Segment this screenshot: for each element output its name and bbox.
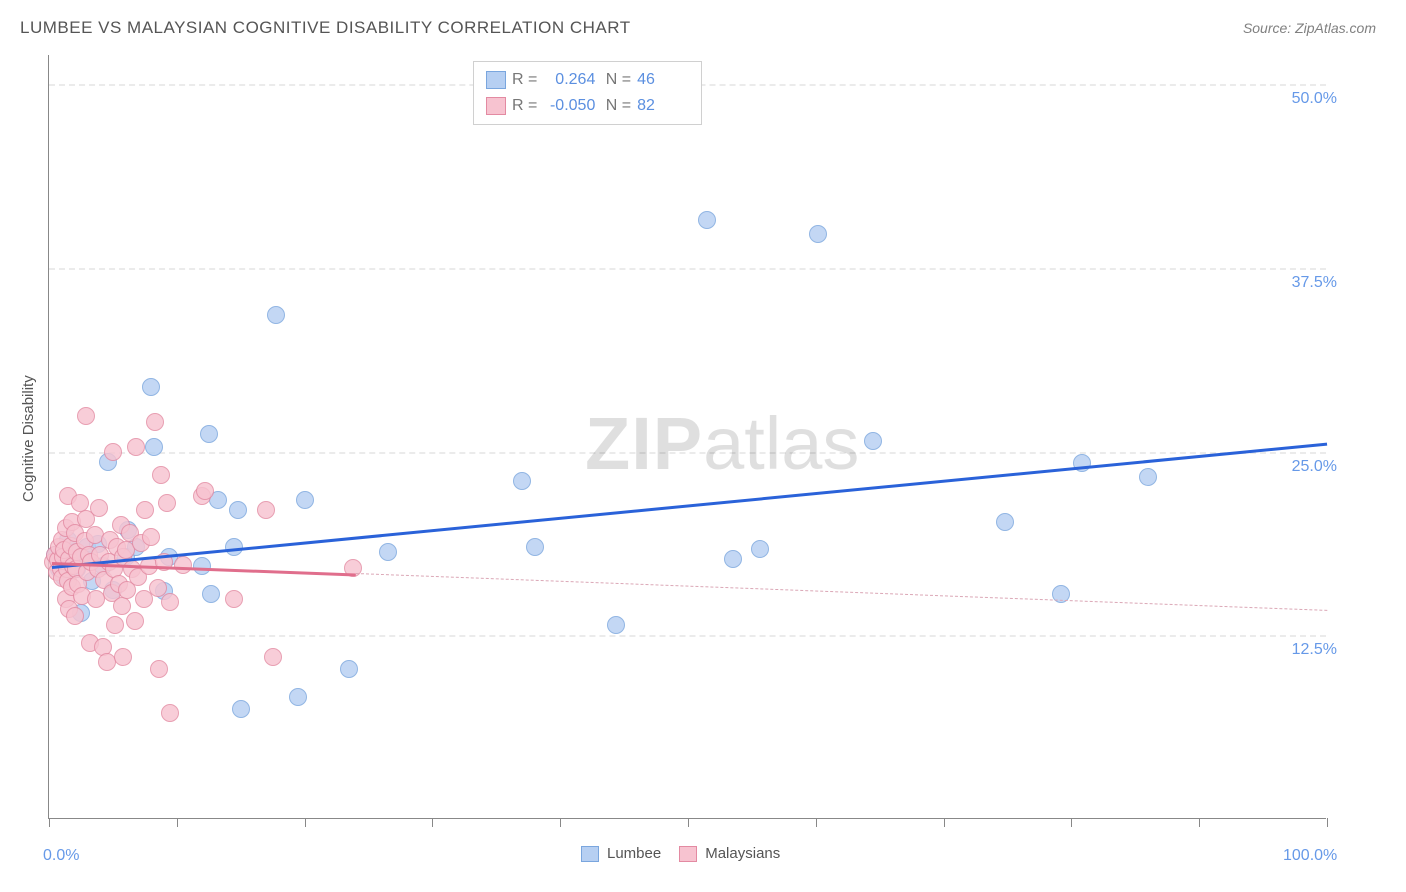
data-point [264, 648, 282, 666]
legend-series: Lumbee Malaysians [581, 845, 780, 862]
chart-container: 12.5%25.0%37.5%50.0%0.0%100.0%ZIPatlasR … [48, 55, 1378, 845]
gridline [49, 452, 1326, 454]
data-point [98, 653, 116, 671]
y-tick-label: 12.5% [1257, 641, 1337, 659]
data-point [996, 513, 1014, 531]
data-point [809, 225, 827, 243]
data-point [142, 378, 160, 396]
legend-r-label: R = [512, 67, 537, 93]
data-point [146, 413, 164, 431]
legend-r-value: 0.264 [543, 67, 595, 93]
y-tick-label: 50.0% [1257, 90, 1337, 108]
data-point [289, 688, 307, 706]
legend-n-value: 46 [637, 67, 689, 93]
data-point [150, 660, 168, 678]
watermark: ZIPatlas [585, 401, 859, 486]
legend-stats: R =0.264 N =46R =-0.050 N =82 [473, 61, 702, 125]
data-point [340, 660, 358, 678]
x-tick [1327, 818, 1328, 827]
data-point [200, 425, 218, 443]
x-tick [432, 818, 433, 827]
data-point [77, 407, 95, 425]
x-tick [688, 818, 689, 827]
plot-area: 12.5%25.0%37.5%50.0%0.0%100.0%ZIPatlasR … [48, 55, 1326, 819]
legend-swatch [679, 846, 697, 862]
x-tick [49, 818, 50, 827]
data-point [724, 550, 742, 568]
data-point [193, 557, 211, 575]
data-point [751, 540, 769, 558]
data-point [126, 612, 144, 630]
trend-line [356, 573, 1327, 611]
data-point [607, 616, 625, 634]
data-point [104, 443, 122, 461]
chart-title: LUMBEE VS MALAYSIAN COGNITIVE DISABILITY… [20, 18, 631, 38]
data-point [114, 648, 132, 666]
data-point [152, 466, 170, 484]
data-point [1139, 468, 1157, 486]
data-point [257, 501, 275, 519]
data-point [513, 472, 531, 490]
data-point [225, 590, 243, 608]
legend-label: Lumbee [607, 845, 661, 862]
data-point [174, 556, 192, 574]
gridline [49, 268, 1326, 270]
data-point [136, 501, 154, 519]
data-point [127, 438, 145, 456]
data-point [232, 700, 250, 718]
y-tick-label: 37.5% [1257, 274, 1337, 292]
x-tick [944, 818, 945, 827]
data-point [229, 501, 247, 519]
legend-n-value: 82 [637, 93, 689, 119]
legend-swatch [486, 71, 506, 89]
data-point [526, 538, 544, 556]
legend-n-label: N = [601, 93, 631, 119]
data-point [113, 597, 131, 615]
legend-r-label: R = [512, 93, 537, 119]
legend-swatch [581, 846, 599, 862]
legend-n-label: N = [601, 67, 631, 93]
data-point [158, 494, 176, 512]
data-point [142, 528, 160, 546]
source-label: Source: ZipAtlas.com [1243, 20, 1376, 36]
x-tick [305, 818, 306, 827]
data-point [202, 585, 220, 603]
data-point [66, 607, 84, 625]
legend-r-value: -0.050 [543, 93, 595, 119]
x-tick [1071, 818, 1072, 827]
data-point [379, 543, 397, 561]
y-tick-label: 25.0% [1257, 458, 1337, 476]
data-point [296, 491, 314, 509]
x-tick [560, 818, 561, 827]
data-point [196, 482, 214, 500]
legend-stats-row: R =0.264 N =46 [486, 67, 689, 93]
y-axis-title: Cognitive Disability [20, 375, 37, 502]
x-tick [816, 818, 817, 827]
data-point [698, 211, 716, 229]
data-point [864, 432, 882, 450]
x-axis-label-right: 100.0% [1283, 847, 1337, 865]
data-point [106, 616, 124, 634]
legend-swatch [486, 97, 506, 115]
x-tick [1199, 818, 1200, 827]
data-point [145, 438, 163, 456]
data-point [267, 306, 285, 324]
legend-stats-row: R =-0.050 N =82 [486, 93, 689, 119]
data-point [161, 593, 179, 611]
x-tick [177, 818, 178, 827]
gridline [49, 635, 1326, 637]
legend-item: Malaysians [679, 845, 780, 862]
legend-item: Lumbee [581, 845, 661, 862]
legend-label: Malaysians [705, 845, 780, 862]
data-point [161, 704, 179, 722]
x-axis-label-left: 0.0% [43, 847, 79, 865]
data-point [90, 499, 108, 517]
